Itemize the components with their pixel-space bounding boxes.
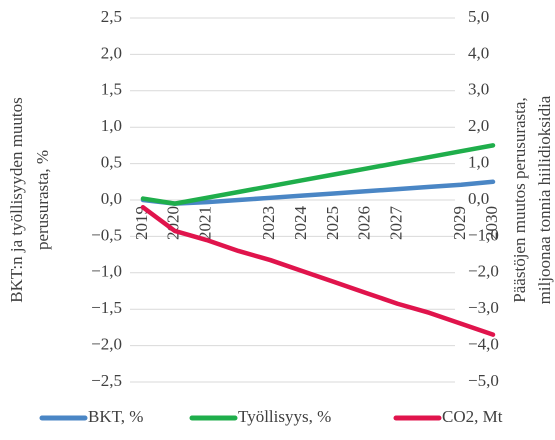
y-tick-label: 2,5 <box>101 7 122 26</box>
series-line <box>140 205 496 337</box>
legend-label: BKT, % <box>88 407 143 426</box>
y-tick-label: −0,5 <box>91 225 122 244</box>
y-tick-label: 2,0 <box>101 43 122 62</box>
x-tick-label: 2026 <box>355 206 374 240</box>
y-tick-label: −1,0 <box>91 262 122 281</box>
y2-tick-label: 0,0 <box>468 189 489 208</box>
y-tick-label: −2,5 <box>91 371 122 390</box>
y2-axis-title: miljoonaa tonnia hiilidioksidia <box>535 95 554 304</box>
y-axis-title: perusurasta, % <box>33 150 52 250</box>
y2-tick-label: −2,0 <box>468 262 499 281</box>
y2-axis-title: Päästöjen muutos perusurasta, <box>510 97 529 302</box>
y-tick-label: 1,0 <box>101 116 122 135</box>
y2-tick-label: −4,0 <box>468 335 499 354</box>
x-tick-label: 2027 <box>386 206 405 241</box>
series-line <box>140 179 496 206</box>
y2-tick-label: 3,0 <box>468 80 489 99</box>
series-line <box>140 143 496 206</box>
x-tick-label: 2023 <box>259 206 278 240</box>
x-tick-label: 2019 <box>132 206 151 240</box>
y2-tick-label: 5,0 <box>468 7 489 26</box>
y2-tick-label: −5,0 <box>468 371 499 390</box>
x-tick-label: 2021 <box>196 206 215 240</box>
y-tick-label: 1,5 <box>101 80 122 99</box>
y2-tick-label: 1,0 <box>468 153 489 172</box>
y2-tick-label: 2,0 <box>468 116 489 135</box>
y-axis-title: BKT:n ja työllisyyden muutos <box>7 97 26 303</box>
y-tick-label: 0,5 <box>101 153 122 172</box>
x-tick-label: 2030 <box>482 206 501 240</box>
y2-tick-label: −1,0 <box>468 225 499 244</box>
x-tick-label: 2029 <box>450 206 469 240</box>
y2-tick-label: 4,0 <box>468 43 489 62</box>
x-tick-label: 2024 <box>291 206 310 241</box>
legend-label: Työllisyys, % <box>238 407 331 426</box>
y-tick-label: −1,5 <box>91 298 122 317</box>
x-tick-label: 2025 <box>323 206 342 240</box>
y2-tick-label: −3,0 <box>468 298 499 317</box>
legend-label: CO2, Mt <box>442 407 503 426</box>
y-tick-label: 0,0 <box>101 189 122 208</box>
y-tick-label: −2,0 <box>91 335 122 354</box>
